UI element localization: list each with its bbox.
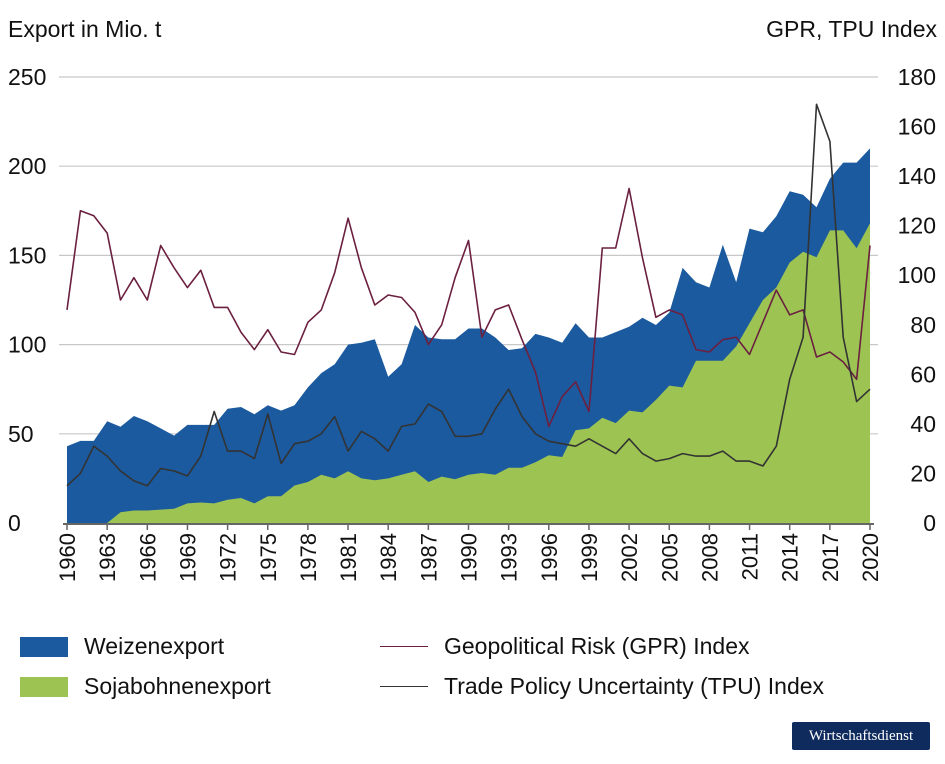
right-tick-label: 140 <box>898 163 936 189</box>
left-tick-label: 150 <box>8 242 46 268</box>
legend-item-tpu: Trade Policy Uncertainty (TPU) Index <box>380 673 824 700</box>
legend-line-gpr <box>380 646 428 647</box>
x-tick-label: 1966 <box>135 533 160 582</box>
x-tick-label: 1999 <box>577 533 602 582</box>
x-tick-label: 2002 <box>617 533 642 582</box>
right-tick-label: 40 <box>910 411 936 437</box>
right-tick-label: 0 <box>923 510 936 536</box>
right-tick-label: 120 <box>898 213 936 239</box>
wirtschaftsdienst-logo: Wirtschaftsdienst <box>792 722 930 750</box>
legend-label-gpr: Geopolitical Risk (GPR) Index <box>444 633 750 659</box>
x-tick-label: 1972 <box>216 533 241 582</box>
legend-swatch-soy <box>20 676 68 697</box>
right-tick-label: 80 <box>910 312 936 338</box>
right-axis-title: GPR, TPU Index <box>766 16 937 42</box>
legend-item-soy: Sojabohnenexport <box>20 673 271 700</box>
x-tick-label: 2008 <box>697 533 722 582</box>
x-tick-label: 1987 <box>416 533 441 582</box>
legend-line-tpu <box>380 686 428 687</box>
x-tick-label: 2020 <box>858 533 883 582</box>
right-tick-label: 100 <box>898 262 936 288</box>
x-tick-label: 1996 <box>537 533 562 582</box>
left-tick-label: 200 <box>8 153 46 179</box>
left-tick-label: 0 <box>8 510 21 536</box>
right-tick-label: 20 <box>910 460 936 486</box>
x-tick-label: 2005 <box>657 533 682 582</box>
right-tick-label: 180 <box>898 64 936 90</box>
x-tick-label: 1990 <box>457 533 482 582</box>
x-tick-label: 1960 <box>55 533 80 582</box>
legend-label-wheat: Weizenexport <box>84 633 225 659</box>
legend-item-wheat: Weizenexport <box>20 633 224 660</box>
right-tick-label: 160 <box>898 114 936 140</box>
x-tick-label: 1993 <box>497 533 522 582</box>
x-tick-label: 1975 <box>256 533 281 582</box>
right-tick-label: 60 <box>910 361 936 387</box>
x-tick-label: 1981 <box>336 533 361 582</box>
x-tick-label: 1969 <box>175 533 200 582</box>
legend-label-soy: Sojabohnenexport <box>84 673 271 699</box>
x-tick-label: 1963 <box>95 533 120 582</box>
legend-item-gpr: Geopolitical Risk (GPR) Index <box>380 633 750 660</box>
legend-swatch-wheat <box>20 636 68 657</box>
left-tick-label: 250 <box>8 64 46 90</box>
x-tick-label: 1984 <box>376 533 401 582</box>
left-axis-title: Export in Mio. t <box>8 16 162 42</box>
line-tpu <box>66 103 871 487</box>
area-soy <box>67 223 870 524</box>
left-tick-label: 100 <box>8 332 46 358</box>
line-gpr <box>66 187 871 428</box>
x-tick-label: 1978 <box>296 533 321 582</box>
x-tick-label: 2011 <box>738 533 763 580</box>
x-tick-label: 2017 <box>818 533 843 582</box>
legend-label-tpu: Trade Policy Uncertainty (TPU) Index <box>444 673 825 699</box>
left-tick-label: 50 <box>8 421 34 447</box>
x-tick-label: 2014 <box>778 533 803 582</box>
